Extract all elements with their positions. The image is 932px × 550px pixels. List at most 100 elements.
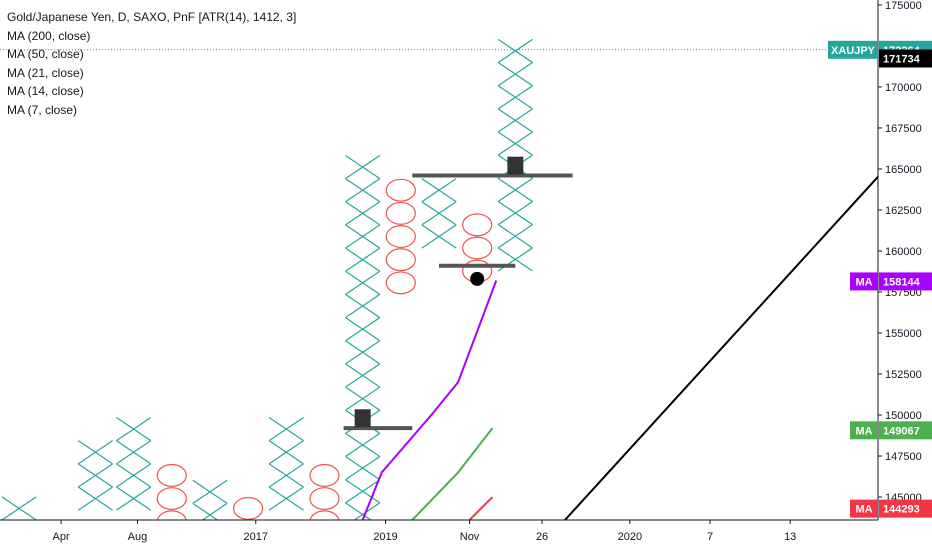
x-tick-label: 26: [536, 531, 548, 543]
plot-area: [0, 38, 878, 520]
price-badge-1: 171734: [879, 49, 932, 68]
x-box: [345, 502, 381, 520]
ma-line-green: [411, 427, 494, 520]
x-box: [345, 386, 381, 411]
x-box: [421, 201, 457, 226]
x-box: [1, 496, 37, 520]
price-badge-name: MA: [855, 425, 872, 437]
x-tick-label: Aug: [128, 531, 148, 543]
x-box: [497, 38, 533, 64]
price-badge-value: 149067: [883, 425, 920, 437]
price-badge-value-bg: [879, 499, 932, 518]
x-tick-label: 2019: [373, 531, 397, 543]
legend-ma-21: MA (21, close): [7, 65, 84, 80]
price-badge-name-bg: [850, 421, 878, 440]
trend-line: [564, 175, 878, 520]
x-box: [345, 201, 381, 226]
pnf-column-0: [1, 496, 37, 520]
legend-ma-200: MA (200, close): [7, 28, 91, 43]
x-box: [77, 463, 113, 488]
x-box: [497, 108, 533, 133]
x-box: [345, 363, 381, 388]
x-box: [268, 417, 304, 442]
o-box: [156, 463, 187, 487]
legend-title: Gold/Japanese Yen, D, SAXO, PnF [ATR(14)…: [7, 10, 297, 24]
y-tick-label: 175000: [885, 0, 922, 12]
price-badge-name-bg: [828, 40, 878, 59]
x-box: [497, 85, 533, 110]
y-tick-label: 170000: [885, 82, 922, 94]
x-tick-label: 13: [784, 531, 796, 543]
x-box: [116, 417, 152, 442]
x-tick-label: 7: [707, 531, 713, 543]
o-box: [309, 487, 340, 511]
price-badge-name: MA: [855, 276, 872, 288]
x-box: [192, 479, 228, 504]
x-box: [192, 502, 228, 520]
o-box: [309, 463, 340, 487]
price-badge-value-bg: [879, 272, 932, 291]
x-box: [497, 201, 533, 226]
pnf-column-2: [77, 440, 113, 511]
x-box: [345, 178, 381, 203]
ma-line-purple: [361, 280, 498, 520]
pnf-column-8: [309, 463, 340, 520]
o-box: [385, 201, 416, 225]
x-tick-label: 2020: [618, 531, 642, 543]
x-box: [345, 317, 381, 342]
price-badge-name: XAUJPY: [831, 45, 876, 57]
y-tick-label: 160000: [885, 246, 922, 258]
o-box: [233, 496, 264, 520]
x-box: [497, 131, 533, 156]
marker-dot-2: [470, 271, 485, 286]
x-tick-label: Nov: [460, 531, 480, 543]
y-tick-label: 167500: [885, 123, 922, 135]
x-box: [345, 247, 381, 272]
x-box: [421, 224, 457, 249]
x-box: [345, 432, 381, 458]
y-tick-label: 147500: [885, 451, 922, 463]
marker-square-1: [507, 156, 524, 175]
o-box: [156, 487, 187, 511]
x-box: [345, 340, 381, 365]
o-box: [156, 510, 187, 520]
y-tick-label: 162500: [885, 205, 922, 217]
marker-square-0: [354, 409, 371, 428]
x-box: [116, 440, 152, 465]
x-box: [345, 293, 381, 319]
x-box: [116, 463, 152, 488]
pnf-column-12: [462, 213, 493, 283]
x-box: [497, 177, 533, 203]
o-box: [309, 510, 340, 520]
pnf-column-10: [385, 178, 416, 295]
x-box: [345, 270, 381, 295]
price-badge-name-bg: [850, 499, 878, 518]
o-box: [462, 236, 493, 260]
x-tick-label: 2017: [244, 531, 268, 543]
o-box: [385, 178, 416, 202]
pnf-column-13: [497, 38, 533, 272]
price-badge-value: 144293: [883, 504, 920, 516]
y-tick-label: 155000: [885, 328, 922, 340]
price-badge-value: 171734: [883, 53, 921, 65]
price-badge-value-bg: [879, 421, 932, 440]
price-badge-name: MA: [855, 504, 872, 516]
x-box: [497, 62, 533, 87]
chart-legend: Gold/Japanese Yen, D, SAXO, PnF [ATR(14)…: [7, 8, 296, 119]
o-box: [385, 248, 416, 272]
x-box: [268, 463, 304, 488]
x-box: [345, 224, 381, 249]
x-box: [268, 486, 304, 511]
o-box: [385, 271, 416, 295]
pnf-column-9: [345, 154, 381, 520]
legend-ma-7: MA (7, close): [7, 102, 78, 117]
x-box: [345, 479, 381, 504]
o-box: [385, 225, 416, 248]
x-box: [116, 486, 152, 511]
x-box: [77, 486, 113, 511]
pnf-column-6: [233, 496, 264, 520]
price-badge-value-bg: [879, 49, 932, 68]
x-box: [497, 224, 533, 249]
x-box: [345, 456, 381, 481]
